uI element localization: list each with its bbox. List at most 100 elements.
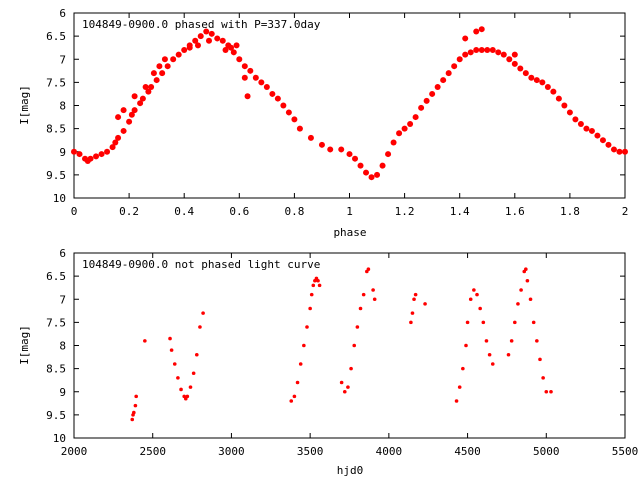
data-point-phased — [186, 44, 193, 51]
x-axis-label-unphased: hjd0 — [337, 464, 364, 477]
data-point-unphased — [478, 306, 482, 311]
data-point-unphased — [352, 343, 357, 348]
plot-frame-phased — [73, 12, 626, 199]
data-point-phased — [205, 37, 212, 44]
data-point-unphased — [549, 389, 553, 394]
data-point-unphased — [528, 297, 533, 302]
x-tick-label-unphased: 5000 — [533, 445, 560, 458]
points-phased — [71, 26, 628, 181]
data-point-phased — [87, 155, 94, 162]
data-point-unphased — [457, 385, 462, 389]
data-point-phased — [352, 155, 359, 162]
data-point-phased — [170, 56, 177, 63]
data-point-unphased — [309, 292, 314, 297]
data-point-unphased — [292, 394, 297, 399]
y-tick-label-phased: 9.5 — [46, 169, 66, 182]
data-point-phased — [263, 84, 270, 90]
data-point-phased — [131, 93, 138, 100]
data-point-phased — [418, 104, 425, 111]
data-point-unphased — [468, 297, 473, 302]
x-tick-label-unphased: 5500 — [612, 445, 639, 458]
data-point-phased — [478, 47, 485, 53]
data-point-unphased — [355, 325, 360, 329]
data-point-phased — [616, 148, 623, 155]
data-point-unphased — [201, 311, 205, 315]
data-point-unphased — [481, 320, 486, 325]
data-point-phased — [112, 139, 119, 146]
data-point-phased — [161, 56, 168, 63]
data-point-phased — [522, 70, 529, 77]
plot-frame-unphased — [73, 252, 626, 439]
data-point-phased — [109, 144, 116, 151]
data-point-unphased — [185, 394, 190, 399]
data-point-unphased — [531, 320, 536, 325]
data-point-unphased — [346, 385, 350, 389]
data-point-phased — [511, 51, 518, 58]
data-point-phased — [528, 74, 535, 81]
data-point-phased — [156, 63, 163, 70]
x-tick-label-phased: 0.8 — [284, 205, 304, 218]
y-tick-label-phased: 10 — [53, 192, 66, 205]
data-point-unphased — [490, 362, 495, 366]
y-axis-label-unphased: I[mag] — [18, 325, 31, 365]
data-point-unphased — [176, 376, 180, 380]
x-tick-label-phased: 0.2 — [119, 205, 139, 218]
data-point-unphased — [143, 339, 147, 343]
data-point-phased — [115, 114, 122, 121]
data-point-phased — [462, 51, 469, 58]
data-point-phased — [610, 146, 617, 153]
data-point-phased — [555, 95, 562, 102]
data-point-phased — [500, 51, 507, 58]
data-point-unphased — [413, 292, 418, 297]
x-axis-label-phased: phase — [333, 226, 366, 239]
x-tick-label-phased: 1.4 — [450, 205, 470, 218]
x-tick-label-unphased: 2000 — [61, 445, 88, 458]
data-point-phased — [137, 100, 144, 107]
x-tick-label-phased: 0 — [71, 205, 78, 218]
data-point-unphased — [535, 339, 539, 343]
data-point-phased — [71, 148, 77, 155]
data-point-phased — [561, 102, 568, 109]
data-point-phased — [544, 84, 551, 90]
data-point-unphased — [342, 389, 347, 394]
ticks-unphased: 2000 2500 3000 3500 4000 4500 5000 5500 6 6.5 7 7.5… — [46, 247, 638, 458]
data-point-unphased — [484, 339, 489, 343]
data-point-phased — [550, 88, 557, 95]
data-point-phased — [280, 102, 287, 109]
data-point-phased — [126, 118, 133, 125]
data-point-unphased — [289, 399, 294, 403]
y-tick-label-unphased: 6 — [59, 247, 66, 260]
y-tick-label-unphased: 7.5 — [46, 316, 66, 329]
data-point-unphased — [516, 302, 520, 306]
x-tick-label-phased: 0.6 — [229, 205, 249, 218]
data-point-phased — [197, 33, 204, 40]
data-point-phased — [511, 60, 518, 67]
x-tick-label-phased: 2 — [622, 205, 629, 218]
data-point-phased — [181, 47, 188, 53]
data-point-phased — [175, 51, 182, 58]
data-point-unphased — [317, 283, 322, 288]
x-tick-label-phased: 1.2 — [395, 205, 415, 218]
data-point-phased — [327, 146, 334, 153]
y-tick-label-phased: 9 — [59, 146, 66, 159]
data-point-phased — [566, 109, 573, 116]
data-point-phased — [228, 44, 235, 51]
data-point-unphased — [188, 385, 193, 389]
data-point-phased — [346, 151, 353, 158]
data-point-phased — [577, 121, 584, 127]
data-point-phased — [285, 109, 292, 116]
y-tick-label-phased: 7.5 — [46, 76, 66, 89]
y-tick-label-phased: 8 — [59, 100, 66, 113]
data-point-phased — [478, 26, 485, 33]
chart-title-phased: 104849-0900.0 phased with P=337.0day — [82, 18, 321, 31]
data-point-phased — [489, 47, 496, 53]
data-point-phased — [230, 49, 237, 56]
points-unphased — [130, 267, 553, 422]
data-point-phased — [139, 95, 146, 102]
data-point-phased — [120, 107, 127, 114]
data-point-phased — [583, 125, 590, 132]
data-point-phased — [98, 151, 105, 158]
data-point-phased — [533, 77, 540, 84]
